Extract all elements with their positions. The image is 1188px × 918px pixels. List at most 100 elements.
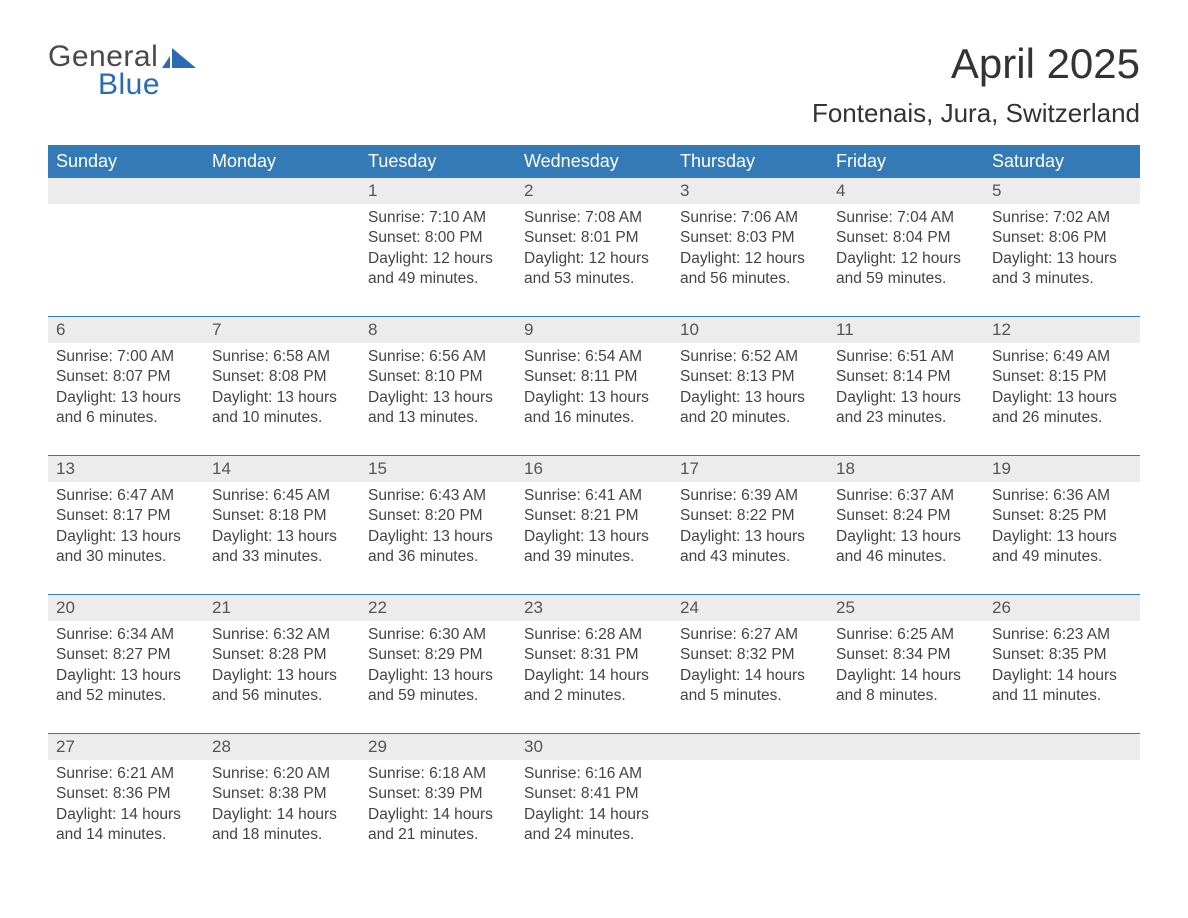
day-number: 4	[828, 178, 984, 204]
daylight-line: Daylight: 13 hours and 33 minutes.	[212, 527, 352, 568]
day-details: Sunrise: 6:16 AMSunset: 8:41 PMDaylight:…	[516, 760, 672, 872]
daylight-line: Daylight: 14 hours and 14 minutes.	[56, 805, 196, 846]
calendar-day-cell: 28Sunrise: 6:20 AMSunset: 8:38 PMDayligh…	[204, 734, 360, 873]
calendar-day-cell: 24Sunrise: 6:27 AMSunset: 8:32 PMDayligh…	[672, 595, 828, 734]
daylight-line: Daylight: 13 hours and 46 minutes.	[836, 527, 976, 568]
daylight-line: Daylight: 13 hours and 49 minutes.	[992, 527, 1132, 568]
weekday-header: Sunday	[48, 145, 204, 178]
sunset-line: Sunset: 8:25 PM	[992, 506, 1132, 526]
day-number: 7	[204, 317, 360, 343]
sunset-line: Sunset: 8:03 PM	[680, 228, 820, 248]
sunrise-line: Sunrise: 6:37 AM	[836, 486, 976, 506]
daylight-line: Daylight: 13 hours and 23 minutes.	[836, 388, 976, 429]
day-number: 13	[48, 456, 204, 482]
daylight-line: Daylight: 14 hours and 8 minutes.	[836, 666, 976, 707]
day-number: 8	[360, 317, 516, 343]
day-number: 1	[360, 178, 516, 204]
daylight-line: Daylight: 13 hours and 52 minutes.	[56, 666, 196, 707]
sunrise-line: Sunrise: 6:47 AM	[56, 486, 196, 506]
sunset-line: Sunset: 8:18 PM	[212, 506, 352, 526]
sunrise-line: Sunrise: 7:10 AM	[368, 208, 508, 228]
calendar-day-cell: 26Sunrise: 6:23 AMSunset: 8:35 PMDayligh…	[984, 595, 1140, 734]
sunrise-line: Sunrise: 7:02 AM	[992, 208, 1132, 228]
day-details: Sunrise: 6:41 AMSunset: 8:21 PMDaylight:…	[516, 482, 672, 594]
day-details: Sunrise: 7:04 AMSunset: 8:04 PMDaylight:…	[828, 204, 984, 316]
calendar-day-cell: 9Sunrise: 6:54 AMSunset: 8:11 PMDaylight…	[516, 317, 672, 456]
day-details: Sunrise: 6:30 AMSunset: 8:29 PMDaylight:…	[360, 621, 516, 733]
sunset-line: Sunset: 8:01 PM	[524, 228, 664, 248]
calendar-empty-cell	[672, 734, 828, 873]
day-details: Sunrise: 6:54 AMSunset: 8:11 PMDaylight:…	[516, 343, 672, 455]
day-number: 12	[984, 317, 1140, 343]
day-number: 23	[516, 595, 672, 621]
day-details: Sunrise: 6:37 AMSunset: 8:24 PMDaylight:…	[828, 482, 984, 594]
calendar-day-cell: 11Sunrise: 6:51 AMSunset: 8:14 PMDayligh…	[828, 317, 984, 456]
day-details: Sunrise: 7:02 AMSunset: 8:06 PMDaylight:…	[984, 204, 1140, 316]
daylight-line: Daylight: 14 hours and 21 minutes.	[368, 805, 508, 846]
calendar-day-cell: 25Sunrise: 6:25 AMSunset: 8:34 PMDayligh…	[828, 595, 984, 734]
sunrise-line: Sunrise: 7:06 AM	[680, 208, 820, 228]
daylight-line: Daylight: 13 hours and 3 minutes.	[992, 249, 1132, 290]
sunrise-line: Sunrise: 6:36 AM	[992, 486, 1132, 506]
sunrise-line: Sunrise: 7:08 AM	[524, 208, 664, 228]
sunset-line: Sunset: 8:04 PM	[836, 228, 976, 248]
day-details: Sunrise: 6:27 AMSunset: 8:32 PMDaylight:…	[672, 621, 828, 733]
daylight-line: Daylight: 13 hours and 10 minutes.	[212, 388, 352, 429]
calendar-day-cell: 3 Sunrise: 7:06 AMSunset: 8:03 PMDaylight…	[672, 178, 828, 317]
day-number: 28	[204, 734, 360, 760]
daylight-line: Daylight: 13 hours and 36 minutes.	[368, 527, 508, 568]
day-details: Sunrise: 6:49 AMSunset: 8:15 PMDaylight:…	[984, 343, 1140, 455]
empty-day-body	[672, 760, 828, 872]
logo: General Blue	[48, 40, 196, 102]
logo-word-blue: Blue	[98, 68, 196, 102]
calendar-day-cell: 8Sunrise: 6:56 AMSunset: 8:10 PMDaylight…	[360, 317, 516, 456]
daylight-line: Daylight: 14 hours and 18 minutes.	[212, 805, 352, 846]
day-number: 21	[204, 595, 360, 621]
sunset-line: Sunset: 8:21 PM	[524, 506, 664, 526]
empty-day-number	[828, 734, 984, 760]
daylight-line: Daylight: 13 hours and 26 minutes.	[992, 388, 1132, 429]
sunset-line: Sunset: 8:00 PM	[368, 228, 508, 248]
sunrise-line: Sunrise: 7:04 AM	[836, 208, 976, 228]
calendar-day-cell: 2Sunrise: 7:08 AMSunset: 8:01 PMDaylight…	[516, 178, 672, 317]
day-number: 15	[360, 456, 516, 482]
empty-day-number	[984, 734, 1140, 760]
sunset-line: Sunset: 8:31 PM	[524, 645, 664, 665]
day-number: 3	[672, 178, 828, 204]
day-details: Sunrise: 7:00 AMSunset: 8:07 PMDaylight:…	[48, 343, 204, 455]
day-number: 2	[516, 178, 672, 204]
day-details: Sunrise: 6:20 AMSunset: 8:38 PMDaylight:…	[204, 760, 360, 872]
sunset-line: Sunset: 8:08 PM	[212, 367, 352, 387]
calendar-week-row: 6Sunrise: 7:00 AMSunset: 8:07 PMDaylight…	[48, 317, 1140, 456]
daylight-line: Daylight: 13 hours and 56 minutes.	[212, 666, 352, 707]
sunset-line: Sunset: 8:36 PM	[56, 784, 196, 804]
calendar-day-cell: 16Sunrise: 6:41 AMSunset: 8:21 PMDayligh…	[516, 456, 672, 595]
empty-day-body	[204, 204, 360, 316]
calendar-day-cell: 15Sunrise: 6:43 AMSunset: 8:20 PMDayligh…	[360, 456, 516, 595]
daylight-line: Daylight: 13 hours and 13 minutes.	[368, 388, 508, 429]
weekday-header: Saturday	[984, 145, 1140, 178]
day-number: 16	[516, 456, 672, 482]
daylight-line: Daylight: 13 hours and 43 minutes.	[680, 527, 820, 568]
day-number: 20	[48, 595, 204, 621]
empty-day-number	[48, 178, 204, 204]
sunrise-line: Sunrise: 6:16 AM	[524, 764, 664, 784]
day-number: 10	[672, 317, 828, 343]
day-number: 19	[984, 456, 1140, 482]
calendar-empty-cell	[204, 178, 360, 317]
day-number: 25	[828, 595, 984, 621]
day-details: Sunrise: 6:23 AMSunset: 8:35 PMDaylight:…	[984, 621, 1140, 733]
sunrise-line: Sunrise: 6:23 AM	[992, 625, 1132, 645]
empty-day-body	[984, 760, 1140, 872]
sunset-line: Sunset: 8:38 PM	[212, 784, 352, 804]
calendar-day-cell: 12Sunrise: 6:49 AMSunset: 8:15 PMDayligh…	[984, 317, 1140, 456]
calendar-header-row: SundayMondayTuesdayWednesdayThursdayFrid…	[48, 145, 1140, 178]
sunset-line: Sunset: 8:41 PM	[524, 784, 664, 804]
weekday-header: Tuesday	[360, 145, 516, 178]
day-details: Sunrise: 6:28 AMSunset: 8:31 PMDaylight:…	[516, 621, 672, 733]
daylight-line: Daylight: 12 hours and 56 minutes.	[680, 249, 820, 290]
calendar-empty-cell	[984, 734, 1140, 873]
calendar-week-row: 13Sunrise: 6:47 AMSunset: 8:17 PMDayligh…	[48, 456, 1140, 595]
calendar-day-cell: 6Sunrise: 7:00 AMSunset: 8:07 PMDaylight…	[48, 317, 204, 456]
sunrise-line: Sunrise: 6:45 AM	[212, 486, 352, 506]
